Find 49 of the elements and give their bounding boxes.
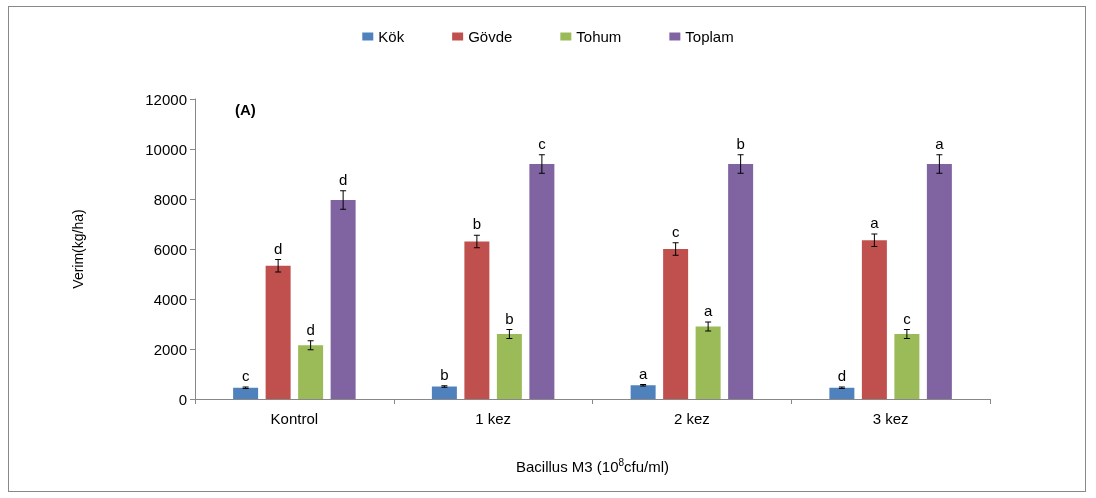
y-tick-label: 8000 — [153, 190, 187, 208]
bar — [630, 385, 656, 399]
annotation: b — [505, 309, 514, 327]
bar — [861, 240, 887, 399]
bar — [728, 164, 754, 399]
y-tick-label: 10000 — [145, 140, 187, 158]
y-tick-label: 0 — [178, 390, 187, 408]
bar — [464, 241, 490, 399]
annotation: b — [472, 215, 482, 233]
bar — [695, 326, 721, 399]
bar — [894, 334, 920, 399]
bar — [431, 386, 457, 399]
annotation: d — [306, 320, 315, 338]
bar — [496, 334, 522, 399]
annotation: a — [638, 364, 648, 382]
bar — [926, 164, 952, 399]
annotation: a — [870, 214, 880, 231]
annotation: c — [903, 309, 912, 327]
bar — [233, 387, 259, 399]
x-tick-label: 3 kez — [872, 410, 909, 427]
x-tick-label: Kontrol — [270, 410, 319, 427]
annotation: b — [736, 134, 745, 152]
y-tick-label: 6000 — [153, 240, 187, 258]
annotation: c — [241, 367, 250, 384]
annotation: b — [440, 365, 449, 383]
annotation: d — [273, 239, 283, 257]
annotation: c — [671, 222, 680, 240]
legend-label: Kök — [378, 28, 405, 45]
bar — [663, 249, 689, 399]
x-tick-label: 1 kez — [475, 410, 512, 427]
bar — [265, 265, 291, 399]
annotation: c — [538, 134, 547, 152]
annotation: d — [837, 367, 847, 384]
annotation: a — [935, 134, 945, 152]
legend-label: Tohum — [576, 28, 622, 45]
bar — [298, 345, 324, 399]
annotation: d — [338, 170, 348, 188]
y-tick-label: 2000 — [153, 340, 187, 358]
y-tick-label: 12000 — [145, 90, 187, 108]
annotation: a — [703, 302, 713, 319]
annotation: (A) — [235, 101, 256, 118]
legend-label: Toplam — [685, 28, 734, 45]
y-axis-title: Verim(kg/ha) — [70, 209, 86, 289]
bar — [529, 164, 555, 399]
y-tick-label: 4000 — [153, 290, 187, 308]
bar — [829, 387, 855, 399]
x-tick-label: 2 kez — [673, 410, 710, 427]
legend-label: Gövde — [468, 28, 513, 45]
bar — [330, 200, 356, 399]
